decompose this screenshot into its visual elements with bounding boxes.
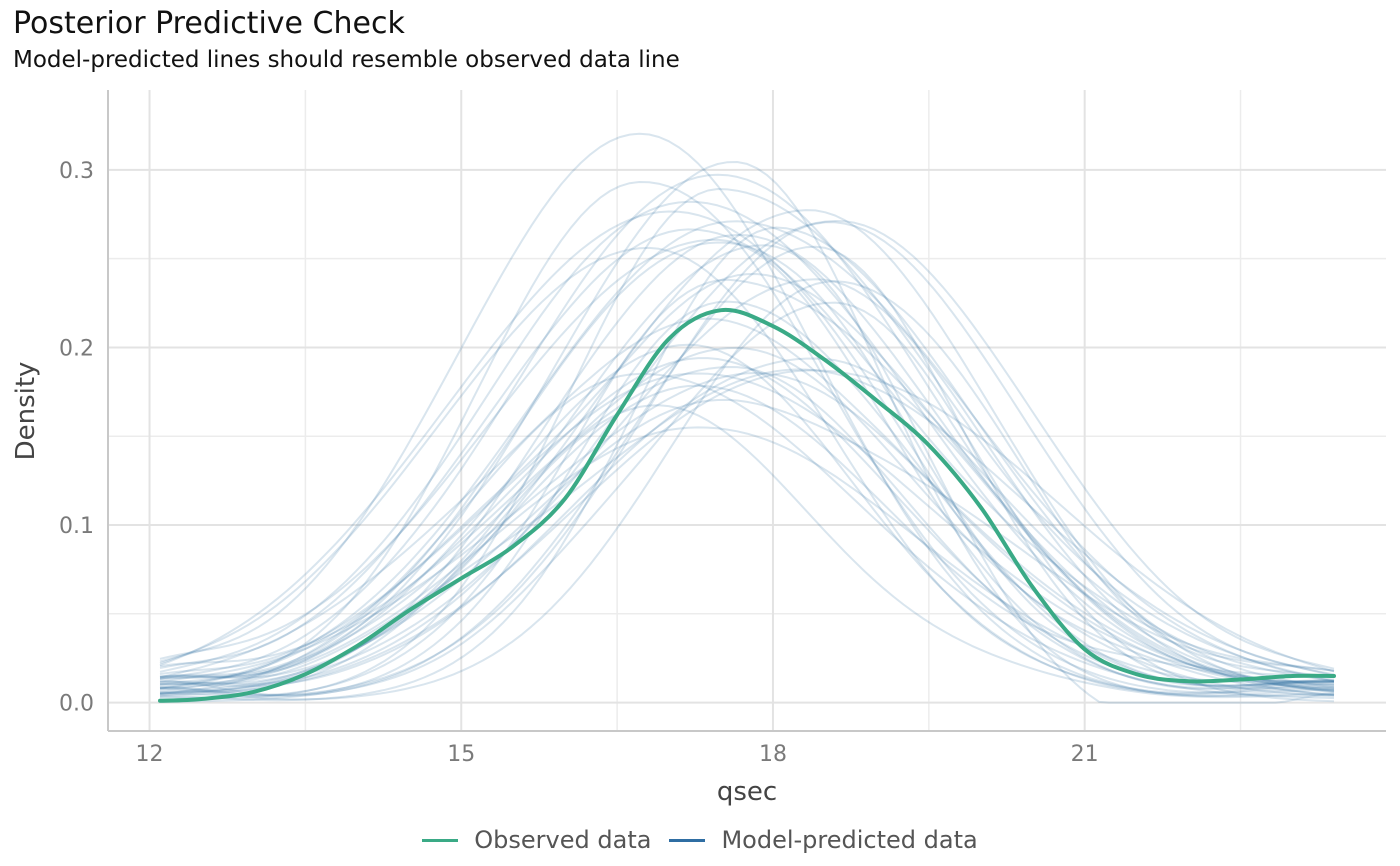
predicted-lines	[159, 132, 1335, 704]
axis-layer	[107, 90, 1386, 732]
predicted-line	[159, 210, 1335, 696]
legend-item-observed: Observed data	[422, 826, 651, 854]
predicted-line	[159, 161, 1334, 697]
predicted-line	[159, 372, 1335, 700]
predicted-line	[159, 300, 1335, 697]
grid-layer	[108, 90, 1386, 731]
predicted-line	[159, 278, 1335, 697]
predicted-line	[159, 280, 1335, 701]
predicted-line	[159, 246, 1335, 697]
predicted-line	[159, 317, 1335, 692]
predicted-line	[159, 200, 1335, 688]
legend-key-predicted	[669, 838, 706, 842]
density-chart: 12 15 18 21 0.0 0.1 0.2 0.3 qsec Density	[11, 90, 1386, 807]
predicted-line	[159, 278, 1335, 697]
observed-line	[158, 307, 1336, 703]
predicted-line	[159, 228, 1335, 672]
predicted-line	[159, 234, 1335, 694]
legend-item-predicted: Model-predicted data	[669, 826, 978, 854]
predicted-line	[159, 346, 1335, 698]
y-tick-label: 0.0	[59, 692, 94, 717]
predicted-line	[159, 372, 1335, 691]
tick-labels: 12 15 18 21 0.0 0.1 0.2 0.3	[59, 159, 1099, 767]
y-tick-label: 0.3	[59, 159, 94, 184]
predicted-line	[159, 343, 1335, 696]
predicted-line	[159, 173, 1335, 686]
predicted-line	[159, 372, 1335, 679]
predicted-line	[159, 301, 1335, 703]
predicted-line	[159, 369, 1335, 698]
predicted-line	[159, 220, 1335, 689]
predicted-line	[159, 241, 1335, 687]
y-tick-label: 0.2	[59, 336, 94, 361]
predicted-line	[159, 273, 1335, 692]
predicted-line	[159, 426, 1335, 683]
legend-label-predicted: Model-predicted data	[721, 826, 978, 854]
legend: Observed data Model-predicted data	[0, 826, 1400, 854]
predicted-line	[159, 181, 1335, 694]
y-tick-label: 0.1	[59, 514, 94, 539]
legend-label-observed: Observed data	[474, 826, 652, 854]
predicted-line	[159, 245, 1335, 698]
x-tick-label: 15	[447, 742, 475, 767]
y-axis-title: Density	[11, 362, 41, 461]
predicted-line	[159, 226, 1335, 702]
x-tick-label: 18	[759, 742, 787, 767]
x-axis-title: qsec	[717, 777, 777, 807]
observed-line-layer	[158, 307, 1336, 703]
predicted-line	[159, 357, 1335, 688]
x-tick-label: 21	[1071, 742, 1099, 767]
predicted-line	[159, 220, 1335, 686]
predicted-line	[159, 132, 1335, 694]
predicted-line	[159, 366, 1335, 689]
predicted-line	[160, 188, 1335, 699]
predicted-line	[159, 404, 1334, 699]
chart-title: Posterior Predictive Check	[13, 6, 405, 41]
chart-subtitle: Model-predicted lines should resemble ob…	[13, 47, 680, 73]
x-tick-label: 12	[136, 742, 164, 767]
predicted-line	[159, 368, 1335, 690]
predicted-line	[159, 384, 1335, 695]
predicted-line	[160, 221, 1335, 696]
predicted-line	[159, 238, 1334, 691]
legend-key-observed	[422, 838, 459, 842]
